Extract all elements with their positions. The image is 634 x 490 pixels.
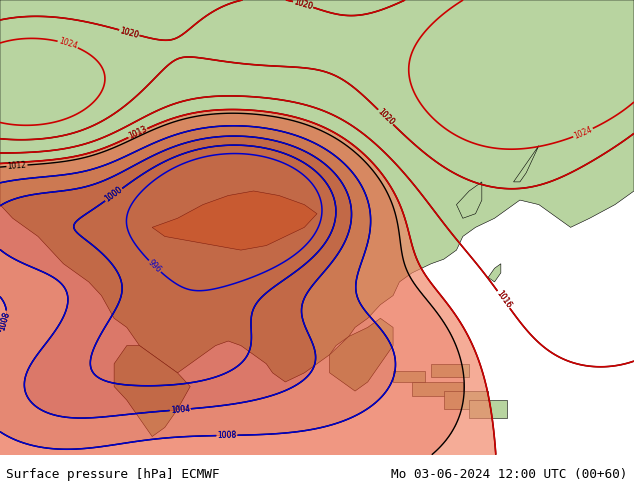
Text: 1024: 1024	[573, 125, 593, 141]
Text: 1004: 1004	[170, 404, 190, 415]
Text: 1020: 1020	[293, 0, 314, 11]
Text: 996: 996	[146, 258, 163, 275]
Text: Mo 03-06-2024 12:00 UTC (00+60): Mo 03-06-2024 12:00 UTC (00+60)	[391, 467, 628, 481]
Polygon shape	[152, 191, 317, 250]
Polygon shape	[412, 382, 463, 395]
Polygon shape	[469, 400, 507, 418]
Text: 1020: 1020	[293, 0, 314, 11]
Text: 1020: 1020	[119, 26, 140, 40]
Polygon shape	[431, 364, 469, 377]
Text: 1008: 1008	[217, 431, 236, 440]
Text: 1013: 1013	[127, 125, 148, 141]
Text: 1020: 1020	[375, 107, 396, 127]
Text: 1008: 1008	[0, 310, 12, 331]
Text: 1013: 1013	[127, 125, 148, 141]
Text: 1024: 1024	[57, 37, 79, 51]
Text: 1008: 1008	[217, 431, 236, 440]
Polygon shape	[444, 391, 488, 409]
Text: Surface pressure [hPa] ECMWF: Surface pressure [hPa] ECMWF	[6, 467, 220, 481]
Text: 1004: 1004	[170, 404, 190, 415]
Text: 1016: 1016	[495, 289, 513, 310]
Polygon shape	[514, 146, 539, 182]
Polygon shape	[488, 264, 501, 282]
Polygon shape	[114, 345, 190, 437]
Text: 1000: 1000	[103, 185, 124, 204]
Text: 1020: 1020	[375, 107, 396, 127]
Polygon shape	[0, 0, 634, 382]
Text: 1016: 1016	[495, 289, 513, 310]
Text: 1008: 1008	[0, 310, 12, 331]
Polygon shape	[393, 370, 425, 382]
Text: 1020: 1020	[119, 26, 140, 40]
Polygon shape	[456, 182, 482, 218]
Text: 1000: 1000	[103, 185, 124, 204]
Polygon shape	[330, 318, 393, 391]
Text: 1012: 1012	[7, 161, 27, 171]
